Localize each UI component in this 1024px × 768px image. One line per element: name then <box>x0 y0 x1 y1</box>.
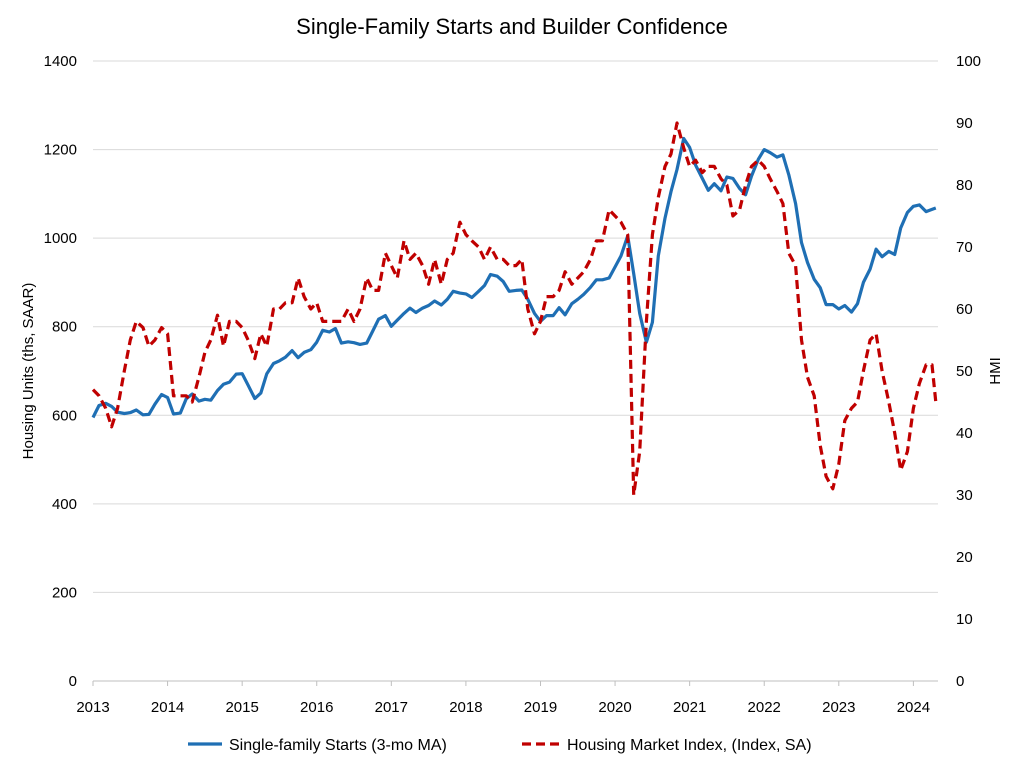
y2-tick-label: 20 <box>956 549 973 566</box>
y2-tick-label: 60 <box>956 301 973 318</box>
y-tick-label: 0 <box>69 673 77 690</box>
y-tick-label: 1200 <box>44 142 77 159</box>
y2-tick-label: 40 <box>956 425 973 442</box>
x-tick-label: 2019 <box>524 699 557 716</box>
x-tick-label: 2017 <box>375 699 408 716</box>
y2-tick-label: 30 <box>956 487 973 504</box>
x-tick-label: 2024 <box>897 699 930 716</box>
y-tick-label: 600 <box>52 407 77 424</box>
y-axis-ticks: 0 200 400 600 800 1000 1200 1400 <box>44 53 77 690</box>
y-axis-label: Housing Units (ths, SAAR) <box>20 283 37 460</box>
y2-tick-label: 70 <box>956 239 973 256</box>
y2-tick-label: 90 <box>956 115 973 132</box>
series-group <box>91 121 938 497</box>
y2-tick-label: 10 <box>956 611 973 628</box>
series-line-hmi <box>91 121 938 497</box>
x-tick-label: 2023 <box>822 699 855 716</box>
legend: Single-family Starts (3-mo MA) Housing M… <box>188 737 812 754</box>
x-tick-label: 2015 <box>225 699 258 716</box>
x-tick-label: 2021 <box>673 699 706 716</box>
y-tick-label: 200 <box>52 584 77 601</box>
y-tick-label: 400 <box>52 496 77 513</box>
chart-title: Single-Family Starts and Builder Confide… <box>296 14 728 39</box>
y2-axis-label: HMI <box>987 357 1004 385</box>
gridlines <box>93 60 938 593</box>
x-axis-ticks: 2013 2014 2015 2016 2017 2018 2019 2020 2021 2022… <box>76 681 930 716</box>
x-tick-label: 2022 <box>748 699 781 716</box>
y2-tick-label: 50 <box>956 363 973 380</box>
x-tick-label: 2013 <box>76 699 109 716</box>
x-tick-label: 2016 <box>300 699 333 716</box>
x-tick-label: 2020 <box>598 699 631 716</box>
y-tick-label: 1000 <box>44 230 77 247</box>
legend-label-starts: Single-family Starts (3-mo MA) <box>229 737 447 754</box>
x-tick-label: 2018 <box>449 699 482 716</box>
y-tick-label: 1400 <box>44 53 77 70</box>
y2-tick-label: 0 <box>956 673 964 690</box>
legend-label-hmi: Housing Market Index, (Index, SA) <box>567 737 812 754</box>
y-tick-label: 800 <box>52 319 77 336</box>
x-tick-label: 2014 <box>151 699 184 716</box>
series-line-starts <box>91 136 937 419</box>
y2-tick-label: 100 <box>956 53 981 70</box>
y2-axis-ticks: 0 10 20 30 40 50 60 70 80 90 100 <box>956 53 981 690</box>
y2-tick-label: 80 <box>956 177 973 194</box>
